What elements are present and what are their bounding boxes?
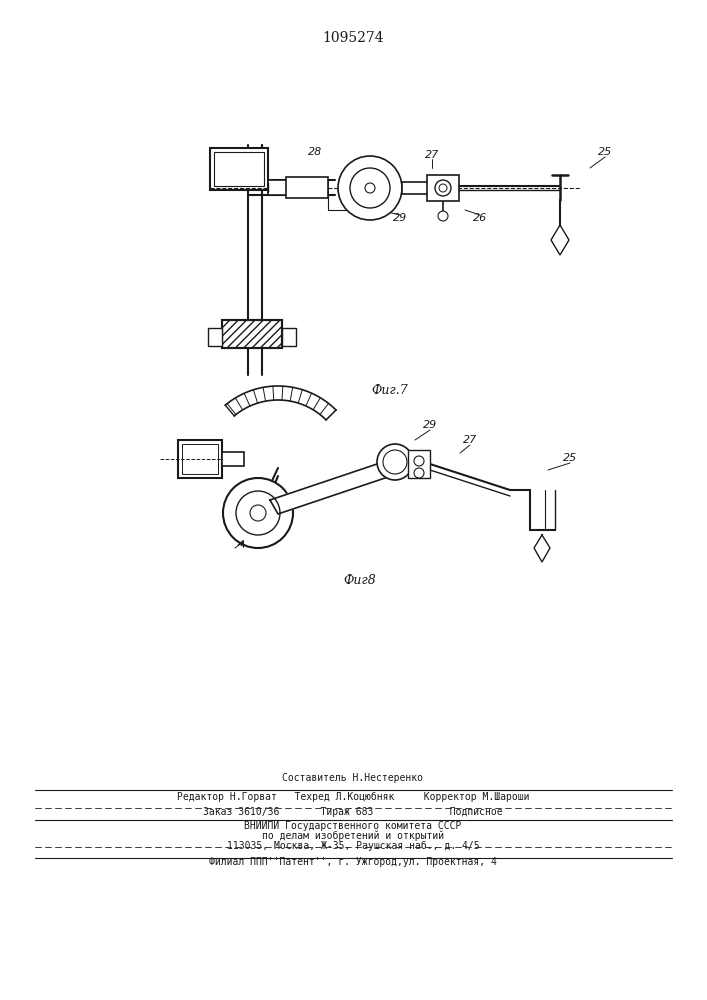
Bar xyxy=(427,175,459,201)
Text: Фиг.7: Фиг.7 xyxy=(372,383,409,396)
Text: 25: 25 xyxy=(563,453,577,463)
Bar xyxy=(182,444,218,474)
Text: Редактор Н.Горват   Техред Л.Коцюбняк     Корректор М.Шароши: Редактор Н.Горват Техред Л.Коцюбняк Корр… xyxy=(177,792,530,802)
Bar xyxy=(222,320,282,348)
Circle shape xyxy=(435,180,451,196)
Text: 28: 28 xyxy=(308,147,322,157)
Circle shape xyxy=(338,156,402,220)
Polygon shape xyxy=(551,225,569,255)
Polygon shape xyxy=(534,535,550,562)
Circle shape xyxy=(439,184,447,192)
Text: 27: 27 xyxy=(425,150,439,160)
Circle shape xyxy=(377,444,413,480)
Bar xyxy=(178,440,222,478)
Circle shape xyxy=(236,491,280,535)
Text: ВНИИПИ Государственного комитета СССР: ВНИИПИ Государственного комитета СССР xyxy=(245,821,462,831)
Bar xyxy=(268,180,328,195)
Circle shape xyxy=(438,211,448,221)
Text: 29: 29 xyxy=(423,420,437,430)
Text: 113035, Москва, Ж-35, Раушская наб., д. 4/5: 113035, Москва, Ж-35, Раушская наб., д. … xyxy=(227,841,479,851)
Polygon shape xyxy=(270,463,388,514)
Bar xyxy=(408,450,430,478)
Text: 27: 27 xyxy=(463,435,477,445)
Bar xyxy=(282,328,296,346)
Bar xyxy=(210,148,268,190)
Circle shape xyxy=(383,450,407,474)
Text: 26: 26 xyxy=(473,213,487,223)
Bar xyxy=(214,152,264,186)
Text: 25: 25 xyxy=(598,147,612,157)
Bar xyxy=(222,320,282,348)
Circle shape xyxy=(414,456,424,466)
Text: по делам изобретений и открытий: по делам изобретений и открытий xyxy=(262,831,444,841)
Bar xyxy=(222,320,282,348)
Text: 1095274: 1095274 xyxy=(322,31,384,45)
Circle shape xyxy=(365,183,375,193)
Circle shape xyxy=(414,468,424,478)
Circle shape xyxy=(350,168,390,208)
Text: Фиг8: Фиг8 xyxy=(344,574,376,586)
Text: Филиал ППП''Патент'', г. Ужгород,ул. Проектная, 4: Филиал ППП''Патент'', г. Ужгород,ул. Про… xyxy=(209,857,497,867)
Text: Заказ 3610/36       Тираж 683             Подписное: Заказ 3610/36 Тираж 683 Подписное xyxy=(203,807,503,817)
Text: Составитель Н.Нестеренко: Составитель Н.Нестеренко xyxy=(283,773,423,783)
Circle shape xyxy=(223,478,293,548)
Bar xyxy=(286,177,328,198)
Bar xyxy=(402,182,430,194)
Text: 29: 29 xyxy=(393,213,407,223)
Bar xyxy=(208,328,222,346)
Circle shape xyxy=(250,505,266,521)
Bar xyxy=(222,452,244,466)
